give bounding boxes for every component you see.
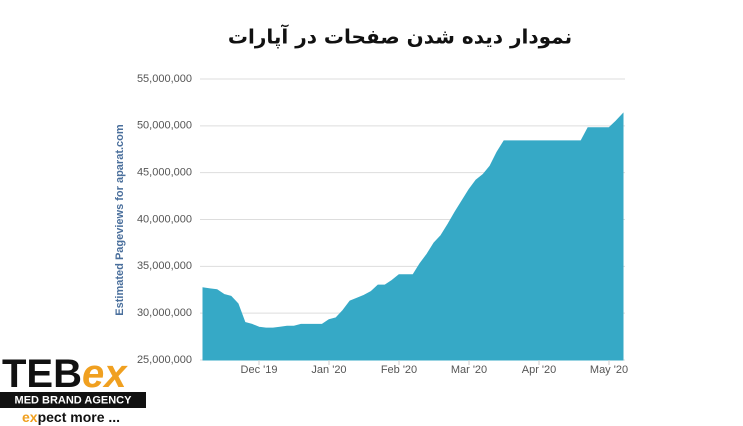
y-tick-label: 40,000,000 <box>137 213 192 225</box>
tagline: MED BRAND AGENCY <box>15 394 133 406</box>
x-tick-label: Jan '20 <box>311 364 346 376</box>
x-tick-label: Apr '20 <box>522 364 557 376</box>
watermark: TEBex MED BRAND AGENCY expect more ... <box>0 352 146 425</box>
slogan-main: pect more ... <box>38 409 120 425</box>
y-axis-label: Estimated Pageviews for aparat.com <box>114 124 126 316</box>
y-tick-label: 30,000,000 <box>137 307 192 319</box>
x-tick-label: May '20 <box>590 364 628 376</box>
x-tick-label: Dec '19 <box>241 364 278 376</box>
chart-title: نمودار دیده شدن صفحات در آپارات <box>228 24 572 50</box>
slogan-accent: ex <box>22 409 38 425</box>
area <box>202 112 624 361</box>
brand-main: TEB <box>2 352 82 396</box>
x-tick-label: Mar '20 <box>451 364 487 376</box>
slogan: expect more ... <box>22 409 120 425</box>
y-tick-label: 35,000,000 <box>137 260 192 272</box>
y-tick-label: 45,000,000 <box>137 167 192 179</box>
y-tick-label: 25,000,000 <box>137 354 192 366</box>
tagline-bar <box>0 392 146 408</box>
brand-accent: ex <box>82 352 128 396</box>
y-tick-label: 50,000,000 <box>137 120 192 132</box>
plot: 25,000,000 30,000,000 35,000,000 40,000,000… <box>137 73 628 376</box>
y-tick-label: 55,000,000 <box>137 73 192 85</box>
brand: TEBex <box>2 352 128 396</box>
x-tick-label: Feb '20 <box>381 364 417 376</box>
